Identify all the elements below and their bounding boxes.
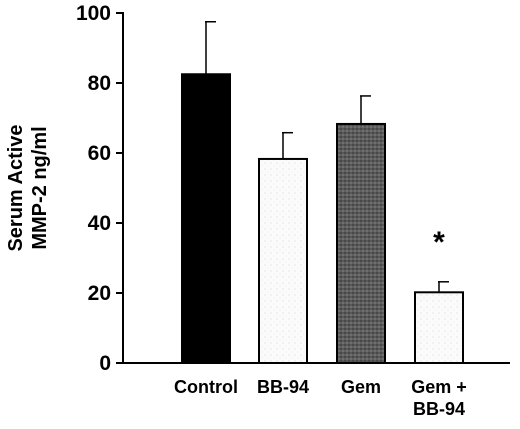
significance-asterisk: * <box>433 226 445 259</box>
y-tick-label: 40 <box>88 212 111 235</box>
x-tick-label: Gem <box>341 377 381 397</box>
y-tick-label: 20 <box>88 282 111 305</box>
y-tick-label: 100 <box>76 2 111 25</box>
bar <box>258 157 308 364</box>
x-tick-label: Gem + <box>411 377 467 397</box>
bar <box>414 291 464 364</box>
y-axis-label: MMP-2 ng/ml <box>29 126 51 249</box>
y-tick-label: 80 <box>88 72 111 95</box>
x-tick-label: Control <box>174 377 238 397</box>
x-tick-label: BB-94 <box>257 377 309 397</box>
y-tick-label: 0 <box>99 352 111 375</box>
bar <box>181 73 231 364</box>
x-tick-label: BB-94 <box>413 399 465 419</box>
bar <box>336 122 386 364</box>
y-tick-label: 60 <box>88 142 111 165</box>
y-axis-label: Serum Active <box>5 124 27 251</box>
